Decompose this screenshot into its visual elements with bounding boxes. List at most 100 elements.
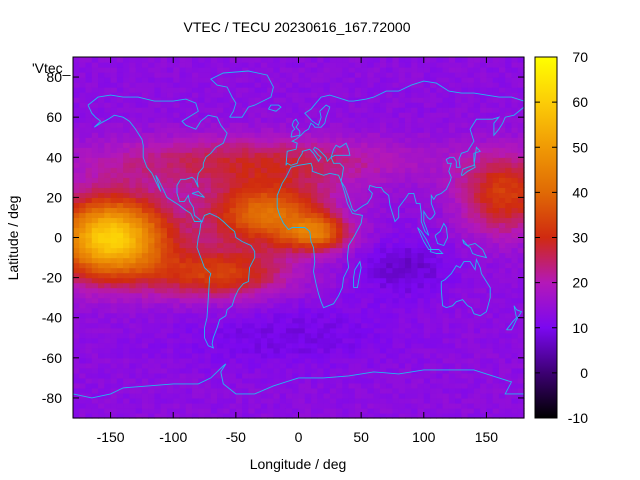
heatmap-cell [217,92,224,98]
heatmap-cell [461,277,469,284]
heatmap-cell [361,407,368,414]
heatmap-cell [480,332,488,339]
heatmap-cell [85,297,93,304]
heatmap-cell [329,337,337,344]
heatmap-cell [135,312,143,319]
heatmap-cell [285,72,293,78]
heatmap-cell [267,367,275,374]
heatmap-cell [273,242,281,249]
heatmap-cell [455,57,462,63]
heatmap-cell [73,332,80,339]
heatmap-cell [254,132,262,138]
heatmap-cell [104,347,112,354]
heatmap-cell [73,342,80,349]
heatmap-cell [448,322,456,329]
heatmap-cell [254,407,262,414]
heatmap-cell [304,57,312,63]
heatmap-cell [354,152,362,158]
heatmap-cell [160,367,168,374]
heatmap-cell [141,162,149,168]
heatmap-cell [436,242,444,249]
heatmap-cell [73,197,80,203]
heatmap-cell [79,192,87,198]
heatmap-cell [461,162,469,168]
heatmap-cell [166,272,174,279]
heatmap-cell [192,177,199,183]
heatmap-cell [473,127,481,133]
heatmap-cell [498,107,506,113]
heatmap-cell [254,87,262,93]
heatmap-cell [423,332,431,339]
heatmap-cell [348,132,356,138]
heatmap-cell [267,167,275,173]
heatmap-cell [285,402,293,409]
heatmap-cell [492,392,500,399]
heatmap-cell [204,307,212,314]
heatmap-cell [386,117,394,123]
heatmap-cell [160,137,168,143]
heatmap-cell [336,77,343,83]
heatmap-cell [436,57,444,63]
heatmap-cell [154,312,162,319]
heatmap-cell [154,372,162,379]
heatmap-cell [104,337,112,344]
heatmap-cell [179,332,187,339]
heatmap-cell [317,377,325,384]
heatmap-cell [204,332,212,339]
heatmap-cell [336,197,343,203]
heatmap-cell [329,202,337,209]
heatmap-cell [486,317,494,324]
heatmap-cell [392,157,400,163]
heatmap-cell [85,77,93,83]
heatmap-cell [486,102,494,108]
heatmap-cell [198,357,206,364]
heatmap-cell [141,142,149,148]
heatmap-cell [392,132,400,138]
heatmap-cell [436,62,444,68]
heatmap-cell [79,387,87,394]
heatmap-cell [329,232,337,239]
heatmap-cell [423,82,431,88]
heatmap-cell [480,307,488,314]
heatmap-cell [398,407,406,414]
heatmap-cell [411,287,419,294]
heatmap-cell [473,207,481,214]
heatmap-cell [311,217,318,224]
heatmap-cell [141,377,149,384]
heatmap-cell [204,402,212,409]
heatmap-cell [160,312,168,319]
heatmap-cell [448,117,456,123]
heatmap-cell [91,292,99,299]
heatmap-cell [110,392,118,399]
heatmap-cell [492,227,500,234]
heatmap-cell [91,187,99,193]
heatmap-cell [486,232,494,239]
heatmap-cell [361,157,368,163]
heatmap-cell [442,107,450,113]
heatmap-cell [342,142,350,148]
heatmap-cell [73,57,80,63]
heatmap-cell [223,322,231,329]
heatmap-cell [373,67,381,73]
heatmap-cell [273,397,281,404]
heatmap-cell [141,262,149,269]
heatmap-cell [379,87,387,93]
heatmap-cell [279,177,287,183]
heatmap-cell [404,177,412,183]
heatmap-cell [123,297,130,304]
heatmap-cell [379,117,387,123]
heatmap-cell [91,117,99,123]
heatmap-cell [273,167,281,173]
heatmap-cell [448,227,456,234]
heatmap-cell [448,247,456,254]
heatmap-cell [392,232,400,239]
heatmap-cell [455,257,462,264]
heatmap-cell [79,247,87,254]
heatmap-cell [204,102,212,108]
heatmap-cell [279,397,287,404]
heatmap-cell [304,342,312,349]
heatmap-cell [173,252,181,259]
heatmap-cell [442,62,450,68]
heatmap-cell [404,227,412,234]
heatmap-cell [73,97,80,103]
